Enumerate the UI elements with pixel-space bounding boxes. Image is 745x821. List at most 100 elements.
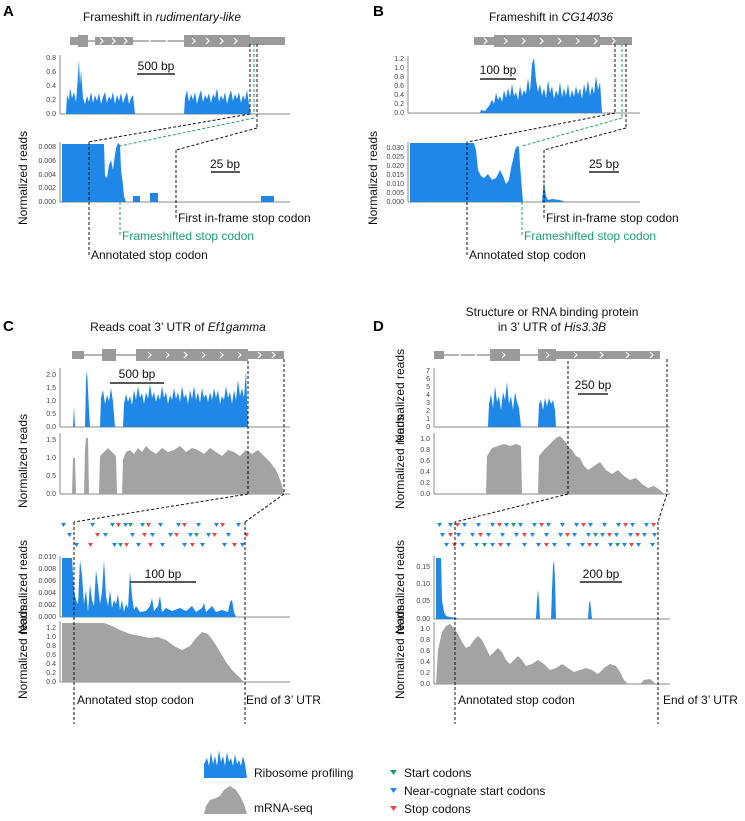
annotated-stop-label: Annotated stop codon (469, 248, 586, 262)
y-tick: 0.010 (386, 181, 404, 188)
y-tick: 1.0 (394, 65, 404, 72)
y-tick: 0.6 (46, 652, 56, 659)
ribo-track-full: 0.0 0.2 0.4 0.6 0.8 500 bp (46, 55, 290, 118)
mrna-track-zoom: 0.0 0.2 0.4 0.6 0.8 1.0 Normalized reads (393, 605, 670, 699)
y-tick: 5 (426, 384, 430, 391)
gene-model (72, 349, 284, 361)
gene-model (474, 35, 632, 47)
y-tick: 0.4 (46, 661, 56, 668)
y-tick: 0.002 (38, 185, 56, 192)
utr-annotations: Annotated stop codon End of 3’ UTR (73, 522, 321, 724)
y-tick: 1.0 (46, 455, 56, 462)
codon-annotations: First in-frame stop codon Frameshifted s… (466, 142, 679, 262)
y-tick: 1 (426, 416, 430, 423)
y-tick: 0.020 (386, 163, 404, 170)
y-tick: 0.008 (38, 144, 56, 151)
y-tick: 0.002 (38, 602, 56, 609)
end-utr-label: End of 3’ UTR (663, 693, 738, 707)
y-tick: 0.5 (46, 411, 56, 418)
scale-bar-label: 100 bp (145, 567, 182, 581)
y-tick: 0.15 (416, 564, 430, 571)
mrna-track-full: 0.0 0.5 1.0 1.5 Normalized reads (16, 414, 290, 508)
panel-c: C Reads coat 3’ UTR of Ef1gamma 0.0 0.5 … (3, 318, 321, 724)
y-tick: 0.6 (46, 69, 56, 76)
y-tick: 0.8 (420, 637, 430, 644)
y-tick: 0.025 (386, 154, 404, 161)
end-utr-label: End of 3’ UTR (246, 693, 321, 707)
y-axis-label: Normalized reads (393, 415, 407, 509)
y-axis-label: Normalized reads (16, 540, 30, 634)
y-tick: 0.015 (386, 172, 404, 179)
y-tick: 1.0 (46, 634, 56, 641)
frameshift-stop-label: Frameshifted stop codon (122, 229, 254, 243)
scale-bar-label: 500 bp (119, 367, 156, 381)
legend-mrna-label: mRNA-seq (254, 801, 313, 815)
y-tick: 0.010 (38, 554, 56, 561)
scale-bar-label: 25 bp (589, 157, 619, 171)
y-tick: 1.0 (420, 436, 430, 443)
y-tick: 0.005 (386, 190, 404, 197)
y-tick: 1.2 (46, 625, 56, 632)
y-axis-label: Normalized reads (16, 131, 30, 225)
zoom-connectors (466, 44, 627, 151)
y-axis-label: Normalized reads (16, 414, 30, 508)
mrna-track-zoom: 0.0 0.2 0.4 0.6 0.8 1.0 1.2 Normalized r… (16, 605, 290, 699)
y-tick: 0.4 (420, 659, 430, 666)
y-tick: 0.4 (394, 92, 404, 99)
near-cognate-marker (390, 788, 397, 793)
y-axis-label: Normalized reads (16, 605, 30, 699)
y-tick: 0.030 (386, 145, 404, 152)
zoom-connectors (73, 359, 285, 523)
panel-b: B Frameshift in CG14036 0.0 0.2 0.4 0.6 … (366, 3, 679, 262)
panel-title: Reads coat 3’ UTR of Ef1gamma (90, 320, 266, 334)
panel-d: D Structure or RNA binding protein in 3’… (373, 305, 738, 724)
y-tick: 0.000 (38, 614, 56, 621)
zoom-connectors (87, 44, 258, 151)
first-stop-label: First in-frame stop codon (546, 211, 679, 225)
legend: Ribosome profiling mRNA-seq Start codons… (204, 750, 545, 816)
panel-title: Frameshift in rudimentary-like (83, 10, 241, 24)
legend-near-label: Near-cognate start codons (404, 784, 545, 798)
annotated-stop-label: Annotated stop codon (458, 693, 575, 707)
y-tick: 0.00 (416, 616, 430, 623)
y-tick: 0.2 (394, 101, 404, 108)
ribo-track-full: 0.0 0.5 1.0 1.5 2.0 500 bp (46, 367, 290, 431)
annotated-stop-label: Annotated stop codon (77, 693, 194, 707)
y-tick: 0.0 (420, 681, 430, 688)
legend-ribo-label: Ribosome profiling (254, 766, 353, 780)
y-tick: 0.2 (420, 480, 430, 487)
scale-bar-label: 250 bp (575, 378, 612, 392)
gene-model (434, 349, 660, 361)
annotated-stop-label: Annotated stop codon (91, 248, 208, 262)
y-tick: 0.0 (46, 111, 56, 118)
stop-codon-marker (390, 806, 397, 811)
y-tick: 4 (426, 392, 430, 399)
y-tick: 0.0 (394, 110, 404, 117)
y-axis-label: Normalized reads (393, 349, 407, 443)
y-tick: 0.4 (46, 83, 56, 90)
y-tick: 0.004 (38, 590, 56, 597)
y-tick: 0.2 (420, 670, 430, 677)
y-tick: 0.008 (38, 566, 56, 573)
panel-letter: D (373, 318, 384, 335)
frameshift-stop-label: Frameshifted stop codon (524, 229, 656, 243)
y-tick: 1.5 (46, 385, 56, 392)
y-tick: 1.5 (46, 437, 56, 444)
zoom-connectors (454, 359, 668, 523)
ribo-legend-swatch (204, 750, 247, 778)
scale-bar-label: 200 bp (583, 567, 620, 581)
y-tick: 6 (426, 376, 430, 383)
y-tick: 1.0 (46, 398, 56, 405)
y-tick: 7 (426, 368, 430, 375)
ribo-track-full: 0.0 0.2 0.4 0.6 0.8 1.0 1.2 100 bp (394, 56, 640, 117)
y-tick: 0.8 (394, 74, 404, 81)
y-tick: 0.006 (38, 578, 56, 585)
y-tick: 0.2 (46, 97, 56, 104)
y-tick: 0.8 (420, 447, 430, 454)
scale-bar-label: 500 bp (138, 59, 175, 73)
y-tick: 0.4 (420, 469, 430, 476)
codon-annotations: First in-frame stop codon Frameshifted s… (88, 142, 311, 262)
start-codon-marker (390, 770, 397, 775)
y-tick: 0.004 (38, 172, 56, 179)
